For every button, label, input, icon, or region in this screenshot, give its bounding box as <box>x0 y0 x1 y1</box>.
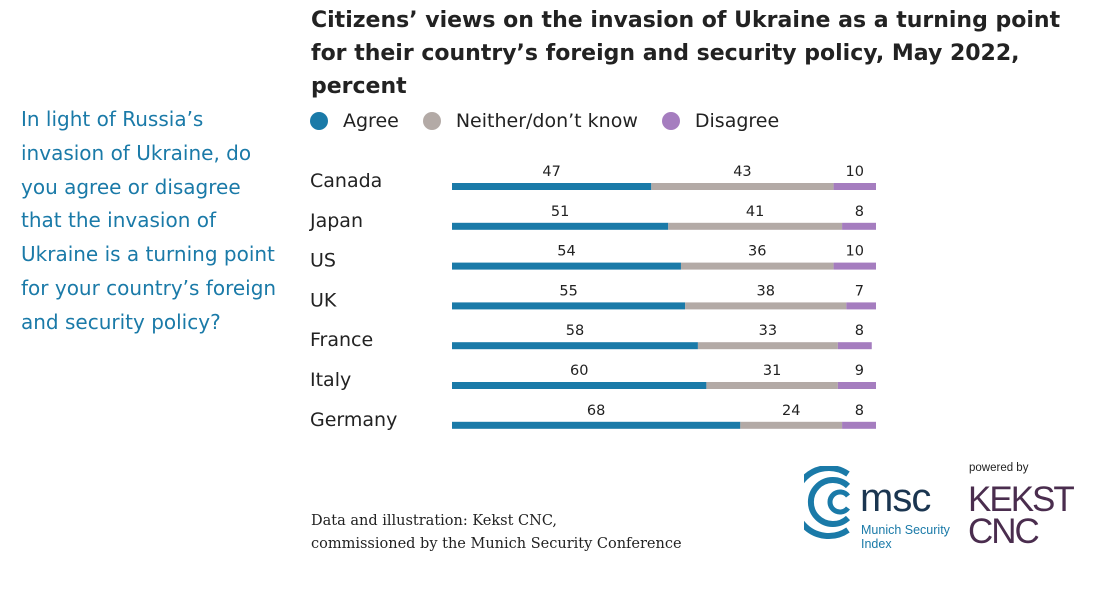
bar-agree-france <box>452 342 698 350</box>
category-label-us: US <box>310 250 336 272</box>
bar-disagree-canada <box>833 183 876 190</box>
msc-subtitle-line-2: Index <box>861 537 892 551</box>
source-line-1: Data and illustration: Kekst CNC, <box>311 513 558 529</box>
legend-dot-neither <box>422 112 441 130</box>
category-label-uk: UK <box>310 289 337 311</box>
bar-neither-france <box>697 342 838 350</box>
value-label-neither-uk: 38 <box>757 283 775 299</box>
value-label-agree-germany: 68 <box>587 403 605 419</box>
kekst-logo-line-1: KEKST <box>968 480 1075 519</box>
bar-neither-italy <box>706 382 838 389</box>
legend-item-disagree: Disagree <box>661 110 780 132</box>
msc-subtitle: Munich Security Index <box>861 523 950 551</box>
value-label-neither-france: 33 <box>759 323 777 339</box>
legend-label-disagree: Disagree <box>694 110 780 132</box>
value-label-agree-italy: 60 <box>570 363 588 379</box>
bar-neither-uk <box>685 302 847 310</box>
bar-disagree-us <box>833 262 876 270</box>
value-label-neither-us: 36 <box>748 244 766 260</box>
value-label-disagree-us: 10 <box>846 244 864 260</box>
category-label-france: France <box>310 329 373 351</box>
legend-dot-disagree <box>661 112 680 130</box>
source-line-2: commissioned by the Munich Security Conf… <box>311 536 682 552</box>
category-label-japan: Japan <box>309 210 363 232</box>
bar-disagree-germany <box>842 421 876 429</box>
value-label-neither-italy: 31 <box>763 363 781 379</box>
category-label-germany: Germany <box>310 409 397 431</box>
legend-dot-agree <box>310 112 328 130</box>
legend: Agree Neither/don’t know Disagree <box>310 106 803 136</box>
kekst-logo-line-2: CNC <box>968 512 1040 551</box>
bar-disagree-japan <box>842 222 876 230</box>
value-label-disagree-uk: 7 <box>855 283 864 299</box>
bar-agree-canada <box>452 183 652 190</box>
legend-item-agree: Agree <box>310 110 399 132</box>
bar-agree-italy <box>452 382 707 389</box>
bar-agree-us <box>452 262 681 270</box>
bar-disagree-italy <box>837 382 876 389</box>
bar-neither-japan <box>668 222 843 230</box>
msc-wordmark: msc <box>860 476 931 520</box>
legend-label-agree: Agree <box>343 110 399 132</box>
stacked-bar-chart: Canada 47 43 10 Japan 51 41 8 US 54 36 10 UK 55 38 7 Fra… <box>309 164 876 431</box>
survey-question: In light of Russia’s invasion of Ukraine… <box>21 107 277 334</box>
value-label-neither-canada: 43 <box>733 164 751 180</box>
chart-title: Citizens’ views on the invasion of Ukrai… <box>311 8 1061 99</box>
legend-item-neither: Neither/don’t know <box>422 110 638 132</box>
msc-c-logo-icon <box>804 466 851 539</box>
bar-agree-uk <box>452 302 686 310</box>
bar-neither-us <box>680 262 834 270</box>
legend-label-neither: Neither/don’t know <box>455 110 638 132</box>
value-label-agree-canada: 47 <box>542 164 560 180</box>
value-label-agree-us: 54 <box>557 244 575 260</box>
value-label-disagree-canada: 10 <box>846 164 864 180</box>
bar-agree-japan <box>452 222 669 230</box>
value-label-disagree-japan: 8 <box>855 204 864 220</box>
value-label-disagree-germany: 8 <box>855 403 864 419</box>
value-label-agree-japan: 51 <box>551 204 569 220</box>
value-label-disagree-france: 8 <box>855 323 864 339</box>
category-label-italy: Italy <box>310 369 351 391</box>
msc-subtitle-line-1: Munich Security <box>861 523 950 537</box>
powered-by-label: powered by <box>969 462 1029 474</box>
bar-disagree-uk <box>846 302 876 310</box>
bar-disagree-france <box>837 342 872 350</box>
value-label-agree-france: 58 <box>566 323 584 339</box>
bar-neither-germany <box>740 421 843 429</box>
value-label-neither-germany: 24 <box>782 403 800 419</box>
bar-agree-germany <box>452 421 741 429</box>
value-label-agree-uk: 55 <box>559 283 577 299</box>
value-label-neither-japan: 41 <box>746 204 764 220</box>
value-label-disagree-italy: 9 <box>855 363 864 379</box>
source-note: Data and illustration: Kekst CNC, commis… <box>311 510 682 556</box>
bar-neither-canada <box>651 183 834 190</box>
kekst-cnc-logo: KEKST CNC <box>968 480 1075 551</box>
category-label-canada: Canada <box>310 170 382 192</box>
